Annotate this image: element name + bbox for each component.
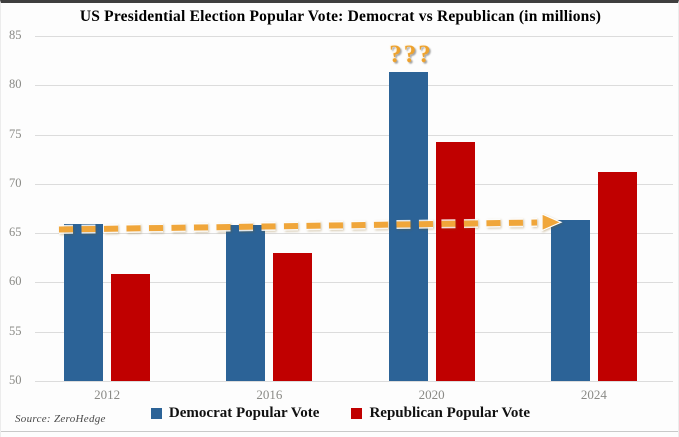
bar-democrat-2012 — [64, 224, 104, 381]
bar-republican-2016 — [273, 252, 313, 381]
y-tick-label-85: 85 — [9, 28, 22, 42]
x-tick-label-2012: 2012 — [94, 387, 121, 402]
chart-title: US Presidential Election Popular Vote: D… — [79, 8, 602, 25]
x-tick-label-2016: 2016 — [256, 387, 283, 402]
y-tick-label-60: 60 — [9, 274, 22, 289]
y-tick-label-55: 55 — [9, 323, 22, 338]
bar-republican-2012 — [111, 273, 151, 381]
gridline-70 — [35, 183, 673, 185]
legend-swatch-icon — [150, 408, 162, 419]
bottom-divider — [1, 431, 678, 432]
y-tick-label-70: 70 — [9, 175, 22, 190]
gridline-55 — [35, 331, 673, 333]
y-tick-label-80: 80 — [9, 77, 22, 92]
gridline-60 — [35, 282, 673, 284]
gridline-80 — [35, 85, 673, 87]
x-tick-label-2024: 2024 — [580, 387, 607, 402]
plot-area: 85 80 75 70 65 60 55 50 2012 2016 2020 2024 — [1, 3, 678, 437]
legend-item-republican: Republican Popular Vote — [351, 405, 530, 422]
gridline-50 — [35, 381, 673, 382]
legend-label: Republican Popular Vote — [369, 405, 531, 421]
bar-republican-2024 — [597, 172, 637, 381]
y-tick-label-75: 75 — [9, 126, 22, 141]
gridline-75 — [35, 134, 673, 136]
question-marks-annotation: ??? — [389, 41, 433, 68]
source-note: Source: ZeroHedge — [15, 413, 106, 425]
bar-republican-2020 — [435, 142, 475, 381]
bar-democrat-2020 — [388, 72, 428, 381]
y-tick-label-65: 65 — [9, 225, 22, 240]
legend-item-democrat: Democrat Popular Vote — [150, 405, 320, 422]
legend-label: Democrat Popular Vote — [168, 405, 320, 421]
bar-democrat-2024 — [550, 220, 590, 381]
chart-legend: Democrat Popular Vote Republican Popular … — [1, 405, 678, 422]
y-tick-label-50: 50 — [9, 373, 22, 387]
legend-swatch-icon — [351, 408, 363, 419]
gridline-85 — [35, 36, 673, 37]
x-tick-label-2020: 2020 — [418, 387, 445, 402]
bar-democrat-2016 — [226, 225, 266, 381]
